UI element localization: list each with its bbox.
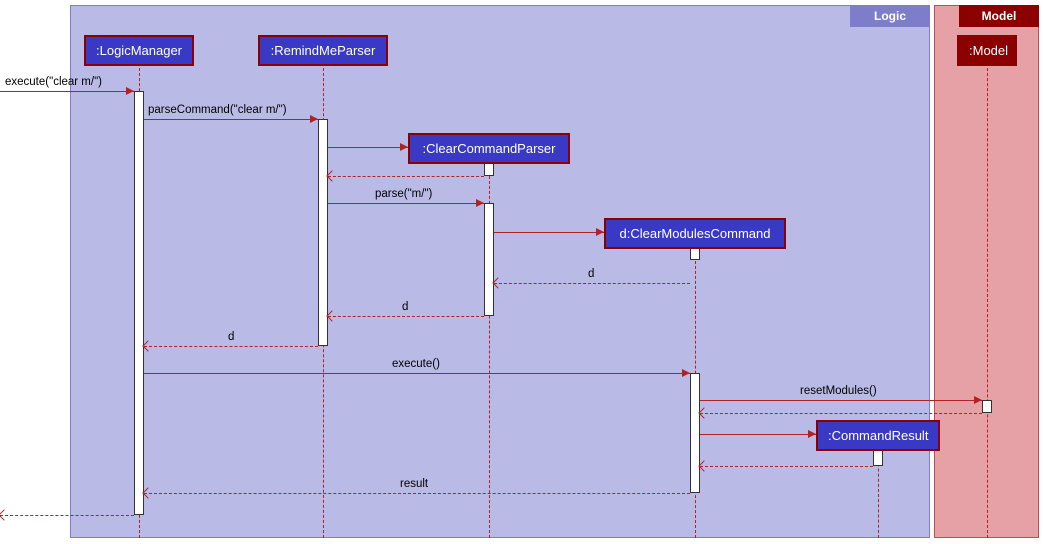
msg-return-d1-arrow <box>494 283 690 284</box>
msg-parsecommand-label: parseCommand("clear m/") <box>148 104 287 116</box>
clear-cmd-parser-activation-2 <box>484 203 494 316</box>
msg-parse-arrow <box>328 203 484 204</box>
model-lifeline <box>987 63 988 538</box>
model-frame-label: Model <box>959 5 1039 27</box>
remindme-parser-participant: :RemindMeParser <box>258 35 388 66</box>
msg-create-ccp-arrowhead <box>400 143 408 151</box>
command-result-label: :CommandResult <box>828 428 928 443</box>
model-participant-label: :Model <box>969 43 1008 58</box>
command-result-participant: :CommandResult <box>816 420 940 451</box>
logic-manager-label: :LogicManager <box>96 43 182 58</box>
logic-frame-label: Logic <box>850 5 930 27</box>
sequence-diagram: Logic Model execute("clear m/") parseCom… <box>0 0 1043 544</box>
msg-final-return-arrow <box>0 515 134 516</box>
msg-execute2-arrowhead <box>682 369 690 377</box>
msg-final-return-arrowhead <box>0 509 10 520</box>
msg-return-cr-arrow <box>700 466 873 467</box>
msg-create-cmc-arrowhead <box>596 228 604 236</box>
msg-parsecommand-arrow <box>144 119 318 120</box>
msg-return-d1-label: d <box>588 268 594 280</box>
msg-execute-arrow <box>0 91 134 92</box>
msg-parsecommand-arrowhead <box>310 115 318 123</box>
msg-return-d3-label: d <box>228 331 234 343</box>
logic-manager-activation <box>134 91 144 515</box>
msg-execute-arrowhead <box>126 87 134 95</box>
msg-result-label: result <box>400 478 428 490</box>
clear-modules-cmd-activation-2 <box>690 373 700 493</box>
msg-create-cr-arrowhead <box>808 430 816 438</box>
clear-cmd-parser-participant: :ClearCommandParser <box>408 133 570 164</box>
msg-execute2-label: execute() <box>392 358 440 370</box>
msg-resetmodules-arrow <box>700 400 982 401</box>
msg-return-d2-label: d <box>402 301 408 313</box>
logic-frame: Logic <box>70 5 930 538</box>
msg-execute2-arrow <box>144 373 690 374</box>
msg-create-ccp-arrow <box>328 147 408 148</box>
msg-resetmodules-label: resetModules() <box>800 385 877 397</box>
msg-parse-label: parse("m/") <box>375 188 432 200</box>
msg-parse-arrowhead <box>476 199 484 207</box>
clear-cmd-parser-label: :ClearCommandParser <box>423 141 556 156</box>
msg-resetmodules-arrowhead <box>974 396 982 404</box>
msg-return-d2-arrow <box>328 316 484 317</box>
clear-modules-cmd-participant: d:ClearModulesCommand <box>604 218 786 249</box>
remindme-parser-activation <box>318 119 328 346</box>
msg-create-cr-arrow <box>700 434 816 435</box>
msg-result-arrow <box>144 493 690 494</box>
model-activation <box>982 400 992 413</box>
model-participant: :Model <box>957 35 1017 66</box>
msg-create-cmc-arrow <box>494 232 604 233</box>
logic-manager-participant: :LogicManager <box>84 35 194 66</box>
remindme-parser-label: :RemindMeParser <box>271 43 376 58</box>
msg-execute-label: execute("clear m/") <box>5 76 102 88</box>
msg-return-ccp-arrow <box>328 176 484 177</box>
clear-modules-cmd-label: d:ClearModulesCommand <box>619 226 770 241</box>
msg-return-reset-arrow <box>700 413 982 414</box>
msg-return-d3-arrow <box>144 346 318 347</box>
